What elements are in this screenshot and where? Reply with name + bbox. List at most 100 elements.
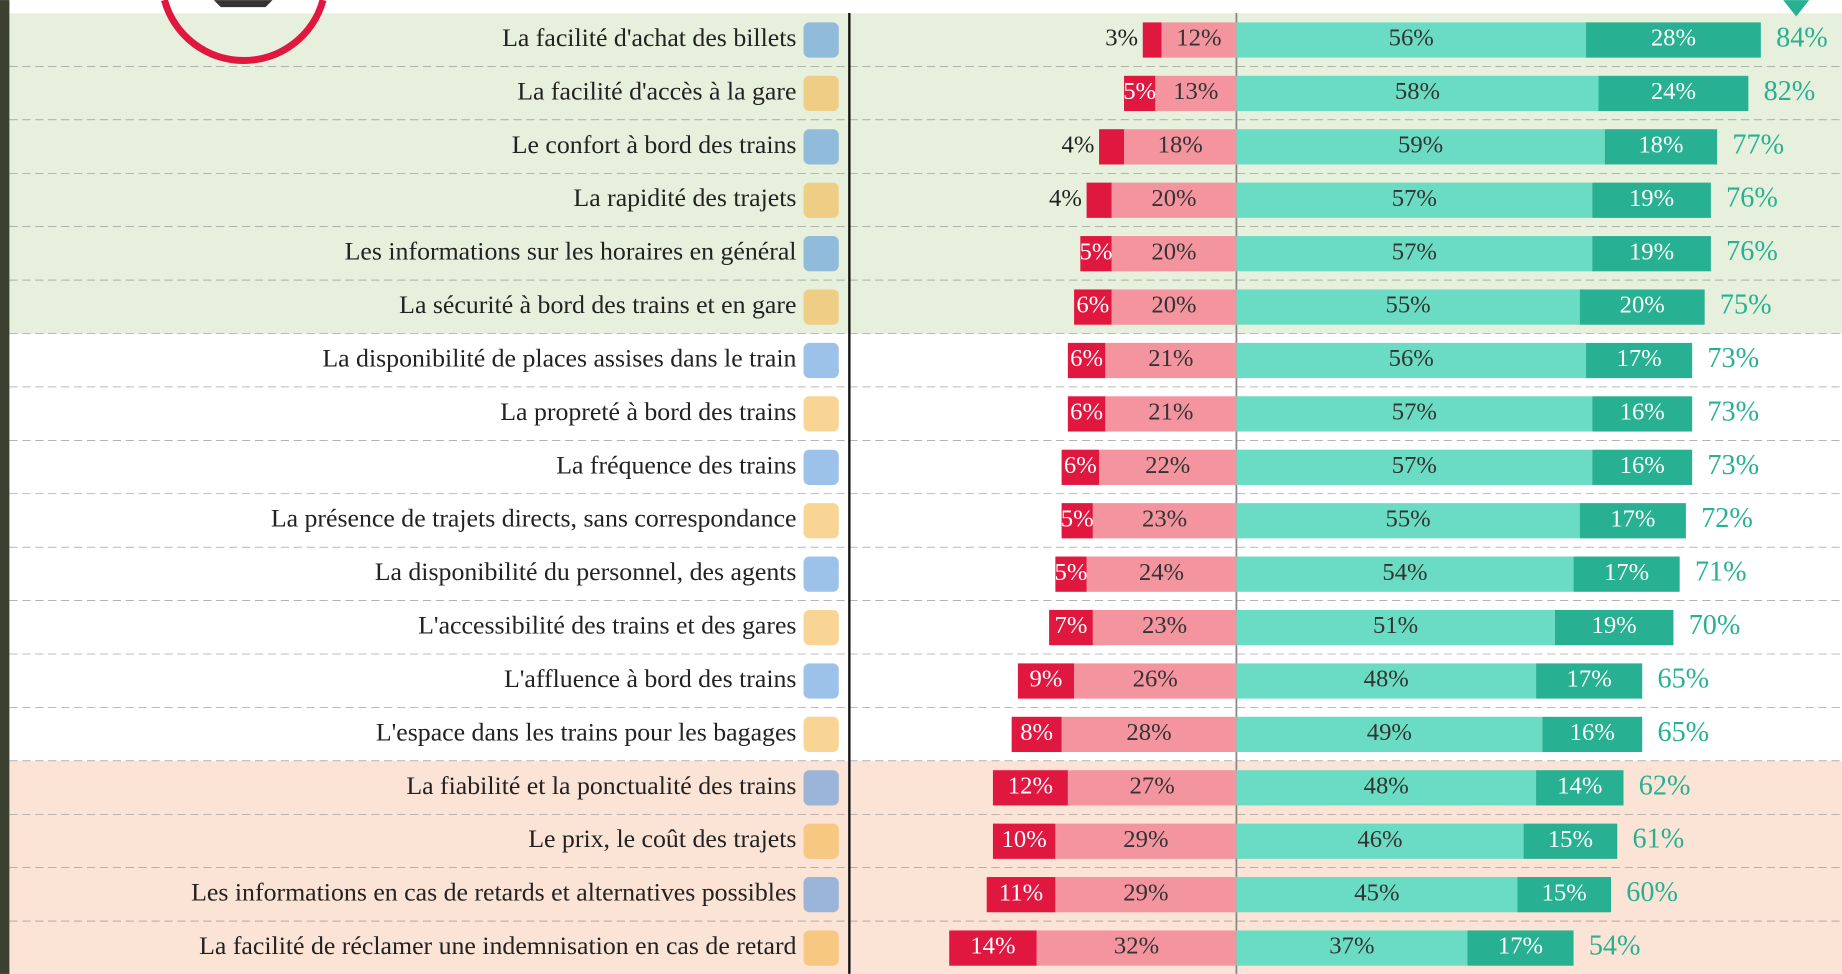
icon: [803, 930, 839, 966]
bar-segment: [1124, 129, 1237, 165]
value-label: 18%: [1158, 131, 1203, 158]
value-label: 57%: [1392, 452, 1437, 479]
value-label: 9%: [1030, 666, 1063, 693]
value-label: 55%: [1386, 292, 1431, 319]
bar-segment: [1142, 22, 1162, 58]
total-label: 60%: [1626, 877, 1678, 908]
value-label: 17%: [1567, 666, 1612, 693]
value-label: 6%: [1064, 452, 1097, 479]
bar-segment: [1067, 770, 1237, 806]
value-label: 20%: [1151, 292, 1196, 319]
value-label: 55%: [1386, 505, 1431, 532]
value-label: 6%: [1076, 292, 1109, 319]
icon: [803, 877, 839, 913]
bar-segment: [1074, 663, 1237, 699]
bar-segment: [1523, 823, 1618, 859]
bar-segment: [1099, 449, 1237, 485]
icon: [803, 129, 839, 165]
bar-segment: [1236, 236, 1593, 272]
total-label: 61%: [1633, 824, 1685, 855]
bar-segment: [1049, 609, 1093, 646]
bar-segment: [1236, 930, 1468, 966]
value-label: 54%: [1382, 559, 1427, 586]
value-label: 5%: [1080, 238, 1113, 265]
bar-segment: [1105, 396, 1237, 432]
bar-segment: [1586, 342, 1693, 379]
value-label: 3%: [1105, 25, 1138, 52]
value-label: 24%: [1651, 78, 1696, 105]
bar-segment: [1586, 22, 1761, 58]
category-label: La présence de trajets directs, sans cor…: [271, 504, 797, 533]
value-label: 20%: [1151, 238, 1196, 265]
bar-segment: [1592, 236, 1711, 272]
category-label: La facilité d'accès à la gare: [517, 76, 796, 105]
value-label: 19%: [1629, 185, 1674, 212]
value-label: 51%: [1373, 612, 1418, 639]
bar-segment: [1067, 342, 1106, 379]
bar-segment: [1579, 503, 1686, 539]
bar-segment: [1236, 396, 1593, 432]
category-label: L'accessibilité des trains et des gares: [418, 611, 796, 640]
value-label: 56%: [1389, 345, 1434, 372]
bar-segment: [1592, 182, 1711, 218]
value-label: 24%: [1139, 559, 1184, 586]
bar-segment: [1105, 342, 1237, 379]
icon: [803, 75, 839, 112]
icon: [803, 770, 839, 806]
bar-segment: [1092, 503, 1237, 539]
value-label: 15%: [1548, 826, 1593, 853]
bar-segment: [1592, 396, 1693, 432]
value-label: 23%: [1142, 505, 1187, 532]
category-label: La rapidité des trajets: [573, 183, 796, 212]
total-label: 77%: [1732, 129, 1784, 160]
value-label: 37%: [1329, 933, 1374, 960]
total-label: 73%: [1707, 396, 1759, 427]
icon: [803, 342, 839, 379]
total-label: 76%: [1726, 183, 1778, 214]
icon: [803, 716, 839, 753]
bar-segment: [1161, 22, 1237, 58]
total-label: 62%: [1639, 770, 1691, 801]
value-label: 12%: [1176, 25, 1221, 52]
value-label: 56%: [1389, 25, 1434, 52]
bar-segment: [1236, 449, 1593, 485]
value-label: 21%: [1148, 399, 1193, 426]
total-label: 84%: [1776, 22, 1828, 53]
value-label: 16%: [1620, 399, 1665, 426]
bar-segment: [1236, 770, 1537, 806]
value-label: 13%: [1173, 78, 1218, 105]
icon: [803, 823, 839, 859]
bar-segment: [1055, 823, 1237, 859]
bar-segment: [1111, 182, 1237, 218]
value-label: 17%: [1610, 505, 1655, 532]
category-label: Le prix, le coût des trajets: [528, 824, 796, 853]
value-label: 20%: [1620, 292, 1665, 319]
bar-segment: [1236, 75, 1599, 112]
marker: [1783, 0, 1810, 17]
value-label: 12%: [1008, 772, 1053, 799]
bar-segment: [1598, 75, 1749, 112]
icon: [803, 182, 839, 218]
value-label: 14%: [970, 933, 1015, 960]
value-label: 10%: [1002, 826, 1047, 853]
bar-segment: [1011, 716, 1062, 753]
bar-segment: [1092, 609, 1237, 646]
bar-segment: [992, 770, 1068, 806]
total-label: 75%: [1720, 290, 1772, 321]
value-label: 58%: [1395, 78, 1440, 105]
value-label: 4%: [1049, 185, 1082, 212]
bar-segment: [1124, 75, 1156, 112]
icon: [803, 22, 839, 58]
icon: [803, 503, 839, 539]
bar-segment: [1055, 556, 1087, 592]
bar-segment: [1236, 609, 1555, 646]
icon: [803, 609, 839, 646]
bar-segment: [1155, 75, 1237, 112]
category-label: La propreté à bord des trains: [500, 397, 796, 426]
bar-segment: [1236, 289, 1580, 325]
value-label: 8%: [1020, 719, 1053, 746]
bar-segment: [1111, 236, 1237, 272]
bar-segment: [1236, 556, 1574, 592]
bar-segment: [1236, 503, 1580, 539]
bar-segment: [1554, 609, 1674, 646]
